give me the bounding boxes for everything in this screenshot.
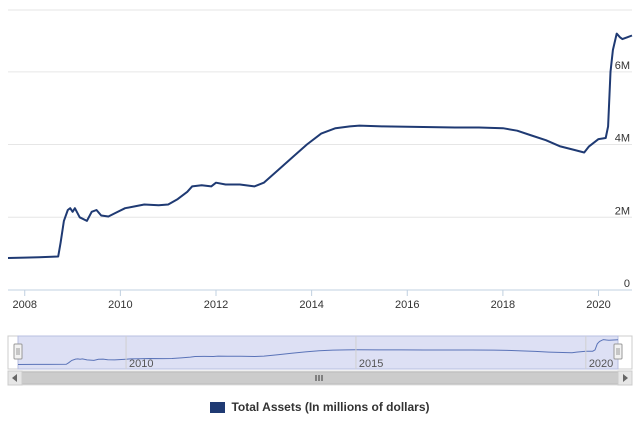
x-tick-label: 2020 (586, 299, 610, 311)
y-axis-labels: 0 2M 4M 6M (615, 60, 630, 290)
navigator-series-line (17, 339, 619, 365)
navigator-ticks (125, 336, 587, 369)
x-axis-ticks (24, 290, 600, 296)
scrollbar-thumb[interactable] (21, 371, 619, 385)
x-tick-label: 2012 (204, 299, 228, 311)
x-tick-label: 2008 (12, 299, 36, 311)
x-tick-label: 2016 (395, 299, 419, 311)
navigator-tick-label: 2010 (129, 358, 153, 370)
legend-item[interactable]: Total Assets (In millions of dollars) (0, 396, 640, 418)
y-tick-label: 6M (615, 60, 630, 72)
scrollbar-grip-icon (315, 375, 323, 381)
x-axis-labels: 2008 2010 2012 2014 2016 2018 2020 (12, 299, 610, 311)
x-tick-label: 2018 (491, 299, 515, 311)
scroll-right-button[interactable] (617, 370, 633, 386)
navigator-tick-label: 2020 (589, 358, 613, 370)
grid-lines (8, 9, 632, 218)
y-tick-label: 0 (624, 278, 630, 290)
x-tick-label: 2010 (108, 299, 132, 311)
y-tick-label: 2M (615, 205, 630, 217)
x-tick-label: 2014 (299, 299, 323, 311)
navigator-handle-left[interactable] (13, 343, 23, 360)
scroll-left-button[interactable] (7, 370, 23, 386)
navigator-tick-label: 2015 (359, 358, 383, 370)
y-tick-label: 4M (615, 133, 630, 145)
arrow-right-icon (623, 374, 628, 382)
navigator-selection[interactable] (17, 335, 619, 370)
legend-swatch (210, 401, 226, 413)
scrollbar[interactable] (7, 370, 633, 386)
navigator-axis-labels: 2010 2015 2020 (129, 358, 613, 370)
navigator[interactable]: 2010 2015 2020 (7, 335, 633, 370)
series-line-total-assets (7, 32, 633, 259)
arrow-left-icon (12, 374, 17, 382)
navigator-handle-right[interactable] (613, 343, 623, 360)
legend-label: Total Assets (In millions of dollars) (231, 400, 430, 414)
